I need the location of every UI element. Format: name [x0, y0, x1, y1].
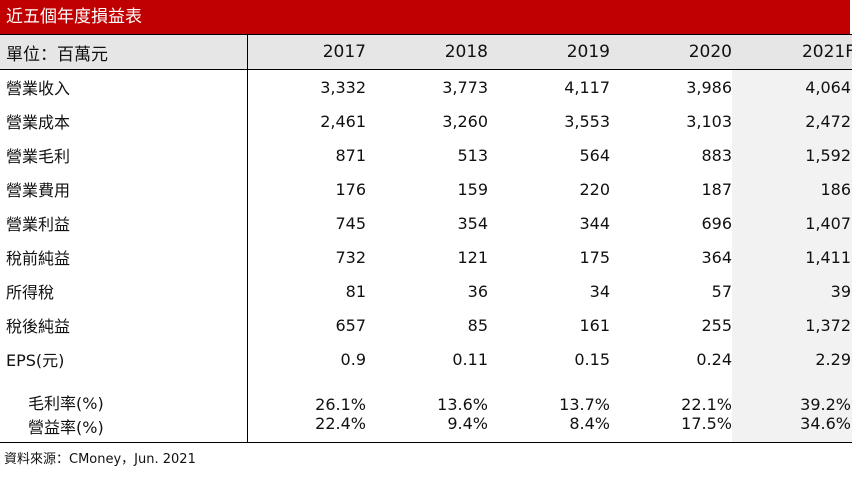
cell-value: 22.4% — [247, 414, 366, 443]
row-label: 所得稅 — [0, 274, 248, 308]
cell-value-forecast: 186 — [732, 172, 852, 206]
cell-value: 696 — [701, 213, 732, 233]
year-header: 2019 — [488, 34, 610, 70]
cell-value: 36 — [467, 281, 488, 301]
cell-value-forecast: 1,411 — [732, 240, 852, 274]
cell-value: 121 — [457, 247, 488, 267]
cell-value-forecast: 4,064 — [732, 69, 852, 104]
cell-value: 732 — [335, 247, 366, 267]
cell-value: 3,986 — [686, 77, 732, 97]
cell-value: 34 — [589, 281, 610, 301]
year-header: 2017 — [247, 34, 366, 70]
table-row: 毛利率(%) 26.1% 13.6% 13.7% 22.1% 39.2% — [0, 376, 852, 414]
unit-label: 單位：百萬元 — [0, 34, 248, 70]
cell-value: 4,117 — [564, 77, 610, 97]
cell-value: 564 — [579, 145, 610, 165]
cell-value: 22.1% — [681, 395, 732, 414]
cell-value: 657 — [335, 315, 366, 335]
cell-value: 871 — [335, 145, 366, 165]
table-row: 稅前純益 732 121 175 364 1,411 — [0, 240, 852, 274]
cell-value: 0.15 — [574, 349, 610, 369]
income-statement-table: 單位：百萬元 2017 2018 2019 2020 2021F 營業收入 3,3… — [0, 34, 852, 443]
cell-value-forecast: 2.29 — [732, 342, 852, 376]
cell-value: 883 — [701, 145, 732, 165]
table-row: EPS(元) 0.9 0.11 0.15 0.24 2.29 — [0, 342, 852, 376]
cell-value: 0.24 — [696, 349, 732, 369]
cell-value: 344 — [579, 213, 610, 233]
cell-value: 220 — [579, 179, 610, 199]
row-label: 營業成本 — [0, 104, 248, 138]
row-label: 營益率(%) — [0, 414, 248, 443]
cell-value: 3,103 — [686, 111, 732, 131]
cell-value: 175 — [579, 247, 610, 267]
row-label: 營業利益 — [0, 206, 248, 240]
cell-value: 161 — [579, 315, 610, 335]
cell-value: 13.7% — [559, 395, 610, 414]
source-note: 資料來源：CMoney，Jun. 2021 — [4, 452, 196, 467]
cell-value: 513 — [457, 145, 488, 165]
cell-value: 176 — [335, 179, 366, 199]
table-row: 營益率(%) 22.4% 9.4% 8.4% 17.5% 34.6% — [0, 414, 852, 443]
cell-value-forecast: 39.2% — [732, 376, 852, 414]
cell-value: 13.6% — [437, 395, 488, 414]
cell-value: 187 — [701, 179, 732, 199]
cell-value-forecast: 39 — [732, 274, 852, 308]
table-row: 營業利益 745 354 344 696 1,407 — [0, 206, 852, 240]
table-row: 營業毛利 871 513 564 883 1,592 — [0, 138, 852, 172]
cell-value: 255 — [701, 315, 732, 335]
table-row: 營業成本 2,461 3,260 3,553 3,103 2,472 — [0, 104, 852, 138]
cell-value: 159 — [457, 179, 488, 199]
cell-value: 0.11 — [452, 349, 488, 369]
cell-value: 85 — [467, 315, 488, 335]
cell-value: 81 — [345, 281, 366, 301]
cell-value: 3,773 — [442, 77, 488, 97]
table-header-row: 單位：百萬元 2017 2018 2019 2020 2021F — [0, 34, 852, 70]
table-row: 營業收入 3,332 3,773 4,117 3,986 4,064 — [0, 69, 852, 104]
cell-value: 17.5% — [610, 414, 732, 443]
table-row: 營業費用 176 159 220 187 186 — [0, 172, 852, 206]
cell-value: 3,332 — [320, 77, 366, 97]
table-title: 近五個年度損益表 — [0, 0, 850, 34]
year-header-forecast: 2021F — [732, 34, 852, 70]
table-row: 稅後純益 657 85 161 255 1,372 — [0, 308, 852, 342]
row-label: 營業毛利 — [0, 138, 248, 172]
row-label: EPS(元) — [0, 342, 248, 376]
cell-value: 0.9 — [340, 349, 366, 369]
cell-value: 2,461 — [320, 111, 366, 131]
year-header: 2020 — [610, 34, 732, 70]
cell-value: 745 — [335, 213, 366, 233]
table-row: 所得稅 81 36 34 57 39 — [0, 274, 852, 308]
cell-value-forecast: 2,472 — [732, 104, 852, 138]
cell-value-forecast: 1,372 — [732, 308, 852, 342]
cell-value-forecast: 1,592 — [732, 138, 852, 172]
row-label: 稅後純益 — [0, 308, 248, 342]
cell-value: 57 — [711, 281, 732, 301]
cell-value: 26.1% — [315, 395, 366, 414]
row-label: 稅前純益 — [0, 240, 248, 274]
cell-value-forecast: 1,407 — [732, 206, 852, 240]
cell-value: 3,260 — [442, 111, 488, 131]
row-label: 毛利率(%) — [0, 376, 248, 414]
cell-value: 354 — [457, 213, 488, 233]
year-header: 2018 — [366, 34, 488, 70]
cell-value-forecast: 34.6% — [732, 414, 852, 443]
cell-value: 8.4% — [488, 414, 610, 443]
cell-value: 364 — [701, 247, 732, 267]
cell-value: 3,553 — [564, 111, 610, 131]
row-label: 營業費用 — [0, 172, 248, 206]
cell-value: 9.4% — [366, 414, 488, 443]
row-label: 營業收入 — [0, 69, 248, 104]
